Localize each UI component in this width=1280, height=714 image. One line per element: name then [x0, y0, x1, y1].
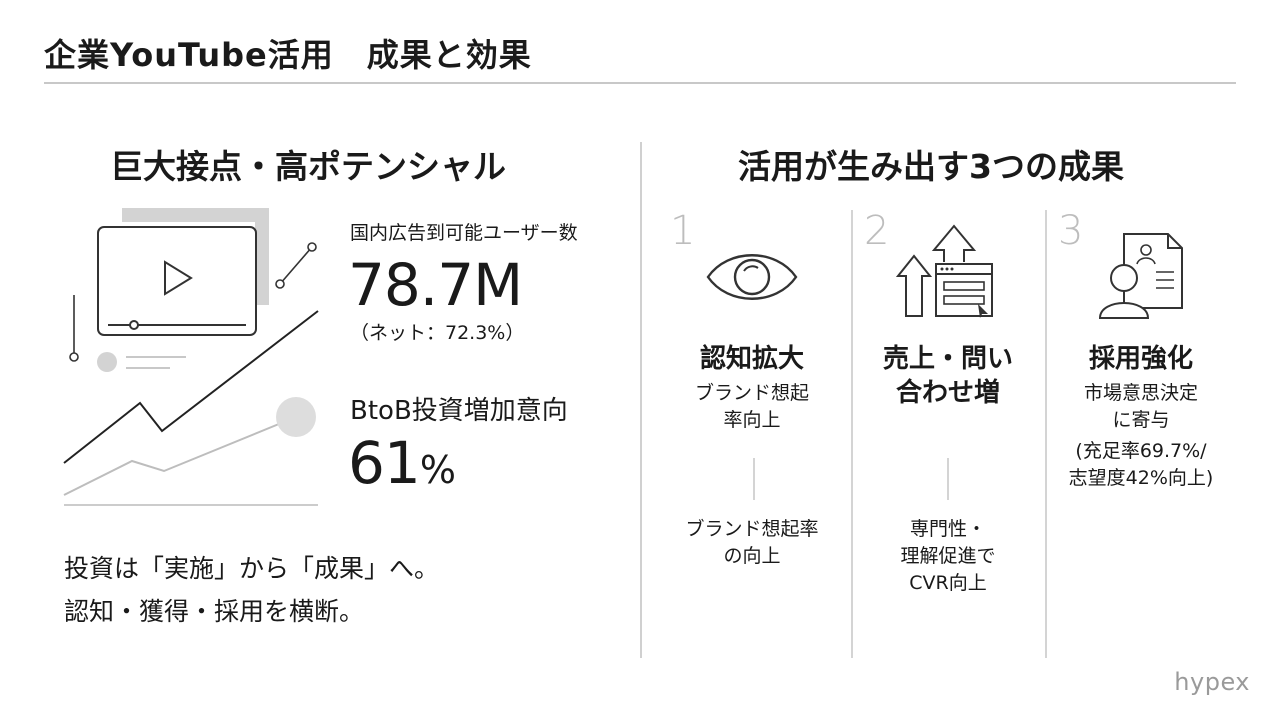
title-divider — [44, 82, 1236, 84]
column-divider — [1045, 210, 1047, 658]
col1-desc-2: 率向上 — [723, 409, 781, 431]
stat1-label: 国内広告到可能ユーザー数 — [350, 222, 578, 244]
col2-short-divider — [947, 458, 949, 500]
growth-video-illustration — [63, 208, 319, 506]
col1-desc-1: ブランド想起 — [694, 382, 809, 404]
col2-bottom-1: 専門性・ — [909, 518, 986, 540]
corner-bracket-shape — [122, 208, 269, 305]
col2-text: 売上・問い 合わせ増 — [853, 342, 1043, 410]
play-icon — [164, 260, 193, 296]
resume-doc-icon — [1123, 233, 1183, 309]
arrow-up-right-icon — [931, 224, 977, 262]
col3-desc-3: (充足率69.7%/ — [1075, 440, 1207, 462]
col2-title-2: 合わせ増 — [895, 378, 1000, 408]
sales-arrows-icon — [896, 224, 993, 318]
video-player-icon — [97, 226, 257, 336]
stat2-value-group: 61% — [348, 434, 456, 492]
stat1-value: 78.7M — [348, 251, 523, 319]
right-heading: 活用が生み出す3つの成果 — [738, 147, 1124, 186]
progress-knob — [129, 320, 139, 330]
page-title: 企業YouTube活用 成果と効果 — [44, 36, 532, 74]
col1-text: 認知拡大 ブランド想起 率向上 — [657, 342, 847, 434]
col3-text: 採用強化 市場意思決定 に寄与 (充足率69.7%/ 志望度42%向上) — [1046, 342, 1236, 492]
hypex-logo: hypex — [1174, 668, 1250, 696]
col2-bottom-2: 理解促進で — [900, 545, 996, 567]
message-line-1: 投資は「実施」から「成果」へ。 — [64, 554, 440, 583]
trend-line-light — [63, 416, 297, 496]
cursor-icon — [978, 304, 988, 318]
person-head-icon — [1110, 264, 1138, 292]
stat1-sub: （ネット：72.3%） — [350, 322, 525, 344]
col1-short-divider — [753, 458, 755, 500]
eye-icon — [706, 254, 798, 300]
left-heading: 巨大接点・高ポテンシャル — [110, 147, 506, 186]
col3-number: 3 — [1058, 208, 1084, 254]
stat2-value: 61 — [348, 429, 421, 497]
trend-dot — [276, 397, 316, 437]
stat2-label: BtoB投資増加意向 — [350, 396, 568, 426]
trend-line-dark — [63, 310, 319, 464]
col3-desc-2: に寄与 — [1112, 409, 1170, 431]
col2-title-1: 売上・問い — [882, 344, 1013, 374]
col1-bottom-2: の向上 — [723, 545, 781, 567]
person-body-icon — [1098, 302, 1150, 319]
center-divider — [640, 142, 642, 658]
col3-title: 採用強化 — [1088, 344, 1193, 374]
col2-number: 2 — [864, 208, 890, 254]
arrow-up-left-icon — [896, 254, 933, 317]
col3-desc-4: 志望度42%向上) — [1068, 467, 1214, 489]
col1-number: 1 — [670, 208, 696, 254]
col2-bottom: 専門性・ 理解促進で CVR向上 — [853, 516, 1043, 597]
col1-bottom-1: ブランド想起率 — [685, 518, 819, 540]
stat2-unit: % — [419, 448, 456, 492]
recruit-person-icon — [1098, 233, 1183, 319]
col1-title: 認知拡大 — [699, 344, 804, 374]
column-divider — [851, 210, 853, 658]
message-line-2: 認知・獲得・採用を横断。 — [64, 597, 365, 626]
col1-bottom: ブランド想起率 の向上 — [657, 516, 847, 570]
col2-bottom-3: CVR向上 — [909, 572, 987, 594]
col3-desc-1: 市場意思決定 — [1083, 382, 1198, 404]
